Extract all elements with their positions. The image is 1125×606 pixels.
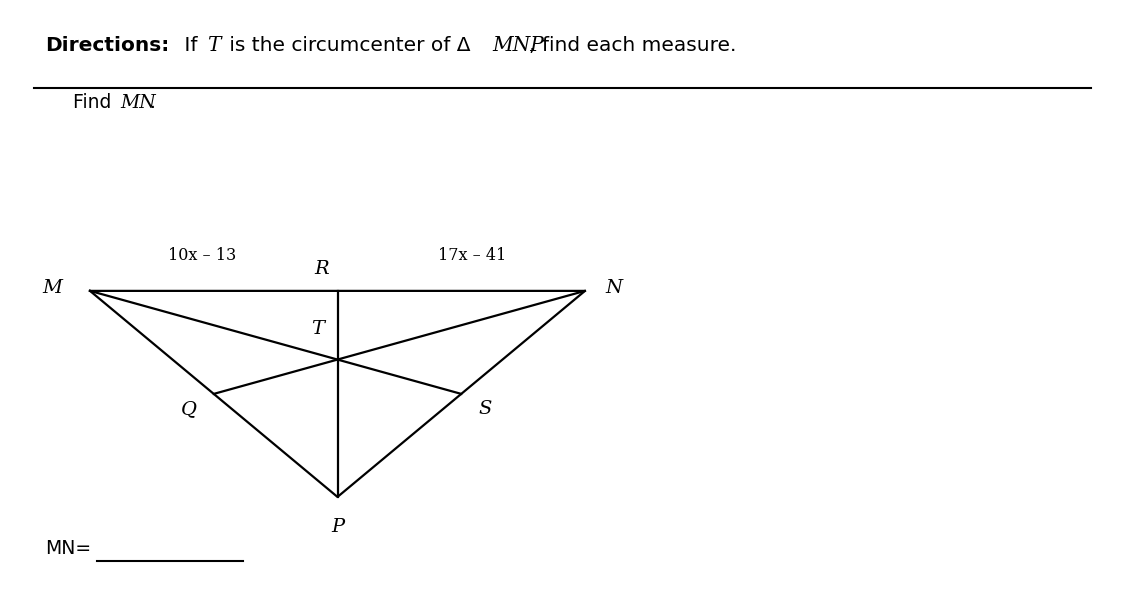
- Text: R: R: [314, 259, 328, 278]
- Text: MN: MN: [120, 94, 156, 112]
- Text: Q: Q: [181, 400, 197, 418]
- Text: N: N: [605, 279, 622, 297]
- Text: M: M: [42, 279, 62, 297]
- Text: MNP: MNP: [493, 36, 544, 55]
- Text: MN=: MN=: [45, 539, 91, 558]
- Text: 10x – 13: 10x – 13: [169, 247, 236, 264]
- Text: 17x – 41: 17x – 41: [439, 247, 506, 264]
- Text: If: If: [178, 36, 204, 55]
- Text: T: T: [207, 36, 220, 55]
- Text: Directions:: Directions:: [45, 36, 169, 55]
- Text: T: T: [310, 319, 324, 338]
- Text: Find: Find: [73, 93, 117, 112]
- Text: S: S: [478, 400, 492, 418]
- Text: P: P: [331, 518, 344, 536]
- Text: .: .: [150, 93, 155, 112]
- Text: , find each measure.: , find each measure.: [529, 36, 736, 55]
- Text: is the circumcenter of Δ: is the circumcenter of Δ: [223, 36, 470, 55]
